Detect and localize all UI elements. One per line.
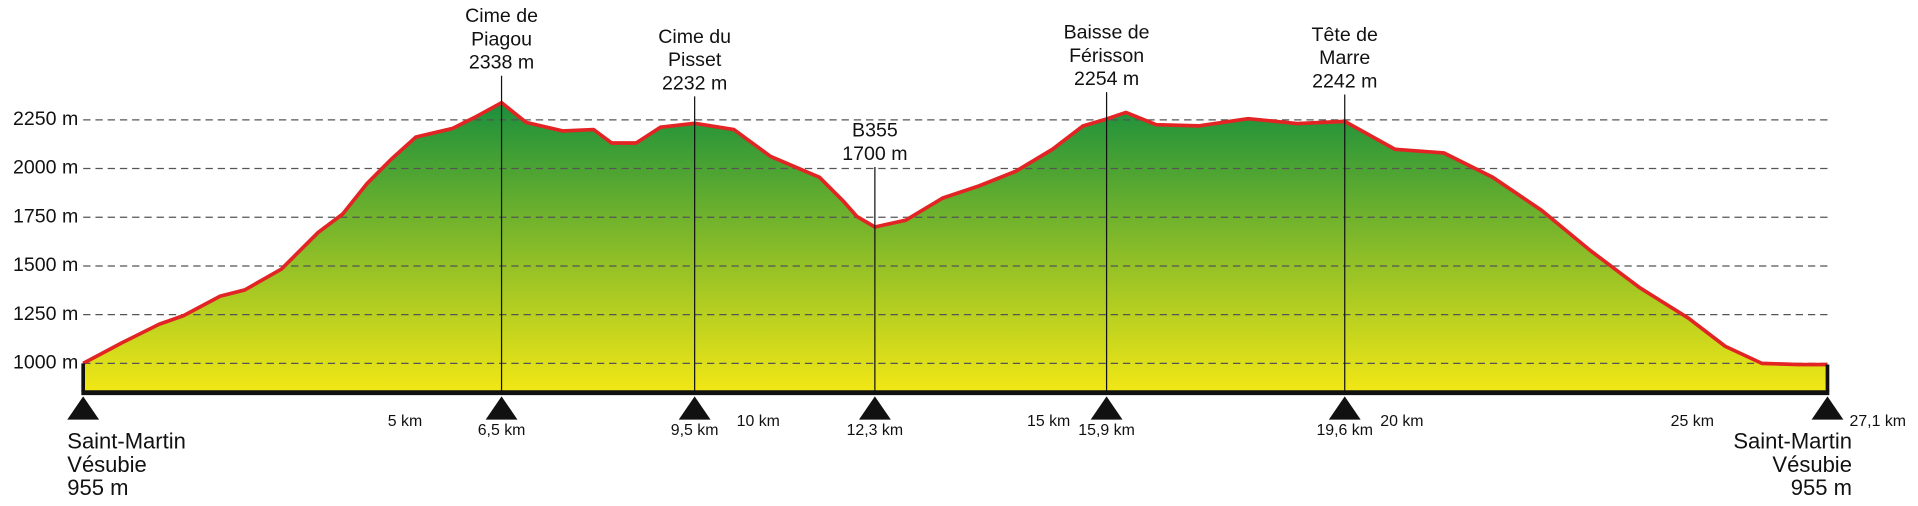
- marker-triangle: [67, 396, 100, 420]
- marker-triangle: [678, 396, 711, 420]
- marker-triangle: [858, 396, 891, 420]
- y-tick-label: 2000 m: [13, 157, 78, 179]
- start-name: Saint-Martin: [67, 429, 186, 454]
- marker-triangle: [1811, 396, 1844, 420]
- start-name: Vésubie: [67, 452, 147, 477]
- waypoint-km: 9,5 km: [671, 422, 719, 439]
- end-name: Saint-Martin: [1733, 429, 1852, 454]
- x-tick-label: 15 km: [1027, 413, 1070, 430]
- waypoint-elevation: 2242 m: [1312, 70, 1377, 92]
- marker-triangle: [1328, 396, 1361, 420]
- waypoint-km: 15,9 km: [1078, 422, 1135, 439]
- waypoint-name: B355: [852, 120, 898, 142]
- x-tick-label: 20 km: [1380, 413, 1423, 430]
- end-elevation: 955 m: [1791, 475, 1852, 500]
- waypoint-elevation: 2232 m: [662, 72, 727, 94]
- marker-triangle: [1090, 396, 1123, 420]
- waypoint-elevation: 2254 m: [1074, 68, 1139, 90]
- waypoint-name: Tête de: [1312, 24, 1378, 46]
- x-tick-label: 10 km: [737, 413, 780, 430]
- elevation-area: [83, 102, 1828, 392]
- y-tick-label: 1000 m: [13, 352, 78, 374]
- x-tick-label: 25 km: [1671, 413, 1714, 430]
- end-km: 27,1 km: [1850, 413, 1907, 430]
- x-tick-label: 5 km: [388, 413, 422, 430]
- waypoint-km: 12,3 km: [847, 422, 904, 439]
- marker-triangle: [485, 396, 518, 420]
- waypoint-name: Piagou: [471, 28, 532, 50]
- end-name: Vésubie: [1772, 452, 1852, 477]
- waypoint-km: 6,5 km: [478, 422, 526, 439]
- waypoint-elevation: 1700 m: [842, 143, 907, 165]
- waypoint-km: 19,6 km: [1316, 422, 1373, 439]
- y-tick-label: 1250 m: [13, 303, 78, 325]
- waypoint-name: Férisson: [1069, 45, 1144, 67]
- waypoint-name: Marre: [1319, 47, 1370, 69]
- waypoint-name: Cime du: [658, 26, 731, 48]
- elevation-line: [82, 100, 1828, 367]
- waypoint-name: Cime de: [465, 5, 538, 27]
- start-elevation: 955 m: [67, 475, 128, 500]
- y-tick-label: 1750 m: [13, 205, 78, 227]
- waypoint-elevation: 2338 m: [469, 52, 534, 74]
- y-tick-label: 2250 m: [13, 108, 78, 130]
- y-tick-label: 1500 m: [13, 254, 78, 276]
- waypoint-name: Baisse de: [1064, 22, 1150, 44]
- waypoint-name: Pisset: [668, 49, 722, 71]
